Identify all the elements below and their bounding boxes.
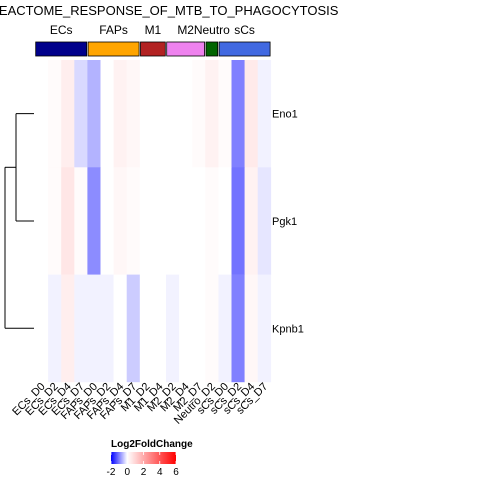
heatmap-cell bbox=[179, 167, 193, 275]
group-bar-m1 bbox=[140, 41, 166, 57]
heatmap-cell bbox=[231, 60, 245, 168]
chart-title: REACTOME_RESPONSE_OF_MTB_TO_PHAGOCYTOSIS bbox=[0, 3, 339, 18]
heatmap-cell bbox=[61, 60, 75, 168]
heatmap-cell bbox=[205, 167, 219, 275]
row-dendrogram bbox=[4, 113, 34, 329]
heatmap-cell bbox=[113, 167, 127, 275]
heatmap-cell bbox=[244, 274, 258, 383]
heatmap-cell bbox=[205, 274, 219, 383]
heatmap-cell bbox=[192, 274, 206, 383]
heatmap-cell bbox=[152, 274, 167, 383]
heatmap-cell bbox=[257, 274, 272, 383]
heatmap-cell bbox=[126, 274, 141, 383]
heatmap-cell bbox=[166, 167, 180, 275]
legend-tick-label: -2 bbox=[107, 467, 116, 478]
legend-tick-label: 6 bbox=[173, 467, 179, 478]
heatmap-cell bbox=[100, 60, 114, 168]
group-label-ecs: ECs bbox=[50, 23, 73, 37]
heatmap-cell bbox=[231, 274, 245, 383]
heatmap-cell bbox=[48, 60, 62, 168]
group-bar-m2 bbox=[166, 41, 205, 57]
heatmap-cell bbox=[126, 167, 141, 275]
heatmap-cell bbox=[244, 167, 258, 275]
group-label-m2: M2 bbox=[177, 23, 194, 37]
heatmap-cell bbox=[192, 167, 206, 275]
heatmap-cell bbox=[126, 60, 141, 168]
row-label-pgk1: Pgk1 bbox=[272, 216, 297, 228]
legend-tick-label: 0 bbox=[124, 467, 130, 478]
heatmap-cell bbox=[218, 274, 232, 383]
heatmap-cell bbox=[139, 167, 154, 275]
heatmap-cell bbox=[192, 60, 206, 168]
heatmap-cell bbox=[74, 167, 88, 275]
legend-title: Log2FoldChange bbox=[111, 439, 193, 450]
heatmap-cell bbox=[218, 167, 232, 275]
heatmap-cell bbox=[61, 274, 75, 383]
heatmap-cell bbox=[231, 167, 245, 275]
legend-ticks: -2 0 2 4 6 bbox=[107, 452, 179, 478]
heatmap-cell bbox=[74, 274, 88, 383]
heatmap-cell bbox=[100, 167, 114, 275]
heatmap-cell bbox=[257, 167, 272, 275]
group-bar-scs bbox=[218, 41, 271, 57]
heatmap-cell bbox=[61, 167, 75, 275]
heatmap-cell bbox=[100, 274, 114, 383]
heatmap-cell bbox=[87, 167, 101, 275]
heatmap-cell bbox=[166, 274, 180, 383]
color-legend: Log2FoldChange -2 0 2 4 6 bbox=[107, 439, 194, 478]
group-label-neutro: Neutro bbox=[194, 23, 230, 37]
heatmap-cell bbox=[179, 274, 193, 383]
heatmap-cell bbox=[152, 60, 167, 168]
row-labels: Eno1 Pgk1 Kpnb1 bbox=[272, 109, 304, 336]
heatmap-cell bbox=[113, 60, 127, 168]
heatmap-cell bbox=[48, 167, 62, 275]
group-label-faps: FAPs bbox=[99, 23, 128, 37]
heatmap-cell bbox=[35, 60, 49, 168]
heatmap-cell bbox=[166, 60, 180, 168]
heatmap-cell bbox=[218, 60, 232, 168]
heatmap-cell bbox=[152, 167, 167, 275]
heatmap-cell bbox=[139, 274, 154, 383]
heatmap-cell bbox=[35, 167, 49, 275]
heatmap-cell bbox=[257, 60, 272, 168]
group-bar-ecs bbox=[35, 41, 88, 57]
heatmap-cell bbox=[244, 60, 258, 168]
row-label-eno1: Eno1 bbox=[272, 109, 298, 121]
heatmap-cell bbox=[87, 60, 101, 168]
column-labels: ECs_D0ECs_D2ECs_D4ECs_D7FAPs_D0FAPs_D2FA… bbox=[10, 381, 270, 427]
group-bar-neutro bbox=[205, 41, 219, 57]
heatmap-cell bbox=[74, 60, 88, 168]
group-label-m1: M1 bbox=[145, 23, 162, 37]
group-label-scs: sCs bbox=[234, 23, 255, 37]
heatmap-cell bbox=[48, 274, 62, 383]
heatmap-cell bbox=[35, 274, 49, 383]
group-bar-faps bbox=[87, 41, 140, 57]
heatmap-cell bbox=[179, 60, 193, 168]
row-label-kpnb1: Kpnb1 bbox=[272, 323, 304, 335]
heatmap-cell bbox=[113, 274, 127, 383]
legend-tick-label: 4 bbox=[157, 467, 163, 478]
group-headers: ECs FAPs M1 M2 Neutro sCs bbox=[35, 23, 271, 57]
heatmap-cell bbox=[139, 60, 154, 168]
heatmap-cell bbox=[205, 60, 219, 168]
heatmap-cells bbox=[35, 60, 272, 383]
heatmap-cell bbox=[87, 274, 101, 383]
legend-tick-label: 2 bbox=[141, 467, 147, 478]
